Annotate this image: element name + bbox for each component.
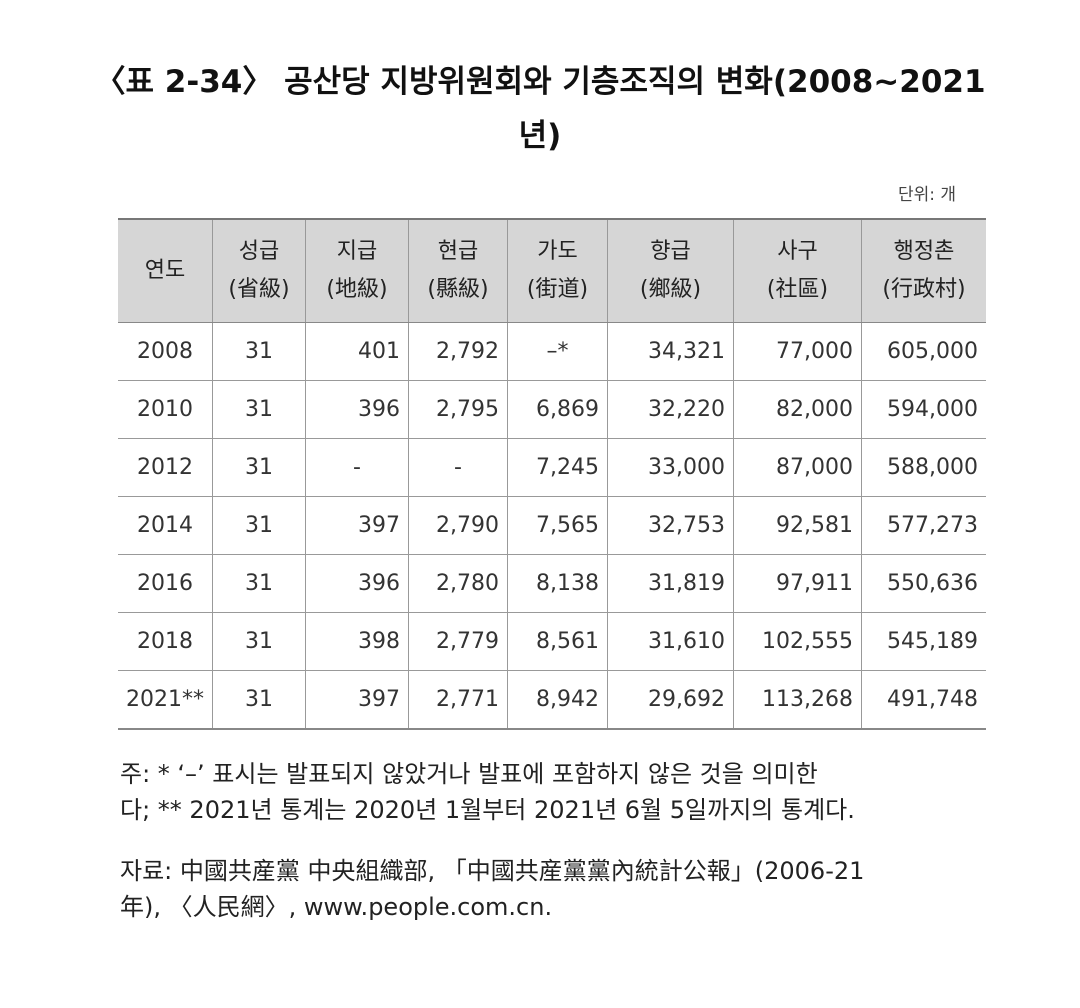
header-text: 향급 bbox=[650, 239, 691, 264]
header-cell: 연도 bbox=[118, 218, 213, 323]
header-text: (地級) bbox=[326, 277, 388, 302]
table-cell: 2012 bbox=[118, 438, 213, 497]
table-cell: 8,561 bbox=[507, 612, 608, 671]
table-cell: 32,753 bbox=[607, 496, 734, 555]
table-cell: –* bbox=[507, 322, 608, 381]
table-body: 2008 31 401 2,792 –* 34,321 77,000 605,000 2010 3… bbox=[118, 322, 986, 730]
table-cell: 2,779 bbox=[408, 612, 508, 671]
table-cell: 31 bbox=[212, 380, 306, 439]
table-cell: 2,790 bbox=[408, 496, 508, 555]
table-cell: 33,000 bbox=[607, 438, 734, 497]
table-cell: - bbox=[305, 438, 409, 497]
table-cell: 491,748 bbox=[861, 670, 986, 730]
table-cell: 113,268 bbox=[733, 670, 862, 730]
table-cell: - bbox=[408, 438, 508, 497]
header-cell: 향급 (鄉級) bbox=[607, 218, 734, 323]
source-line: 자료: 中國共産黨 中央組織部, 「中國共産黨黨內統計公報」(2006-21 bbox=[120, 857, 865, 885]
table-cell: 2008 bbox=[118, 322, 213, 381]
table-cell: 588,000 bbox=[861, 438, 986, 497]
table-cell: 7,565 bbox=[507, 496, 608, 555]
header-text: 사구 bbox=[777, 239, 818, 264]
note: 주: * ‘–’ 표시는 발표되지 않았거나 발표에 포함하지 않은 것을 의미… bbox=[120, 756, 960, 828]
source-line: 年), 〈人民網〉, www.people.com.cn. bbox=[120, 893, 553, 921]
header-text: 성급 bbox=[238, 239, 280, 264]
table-cell: 31 bbox=[212, 496, 306, 555]
source: 자료: 中國共産黨 中央組織部, 「中國共産黨黨內統計公報」(2006-21 年… bbox=[120, 853, 960, 925]
table-row: 2021** 31 397 2,771 8,942 29,692 113,268 491,74… bbox=[118, 670, 986, 730]
table-row: 2014 31 397 2,790 7,565 32,753 92,581 577,273 bbox=[118, 496, 986, 555]
header-text: 연도 bbox=[144, 258, 186, 283]
data-table: 연도 성급 (省級) 지급 (地級) 현급 (縣級) 가도 (街道) 향급 (鄉級) 사구 (社區) 행정… bbox=[118, 218, 986, 730]
table-cell: 8,942 bbox=[507, 670, 608, 730]
header-row: 연도 성급 (省級) 지급 (地級) 현급 (縣級) 가도 (街道) 향급 (鄉級) 사구 (社區) 행정… bbox=[118, 218, 986, 323]
header-text: (鄉級) bbox=[639, 277, 702, 302]
header-text: 현급 bbox=[437, 239, 479, 264]
table-row: 2010 31 396 2,795 6,869 32,220 82,000 594,000 bbox=[118, 380, 986, 439]
table-cell: 87,000 bbox=[733, 438, 862, 497]
table-cell: 6,869 bbox=[507, 380, 608, 439]
table-cell: 2010 bbox=[118, 380, 213, 439]
table-cell: 605,000 bbox=[861, 322, 986, 381]
table-cell: 92,581 bbox=[733, 496, 862, 555]
header-text: 가도 bbox=[537, 239, 578, 264]
header-cell: 현급 (縣級) bbox=[408, 218, 508, 323]
table-cell: 32,220 bbox=[607, 380, 734, 439]
table-cell: 31 bbox=[212, 554, 306, 613]
table-cell: 31,819 bbox=[607, 554, 734, 613]
table-cell: 29,692 bbox=[607, 670, 734, 730]
table-row: 2018 31 398 2,779 8,561 31,610 102,555 545,189 bbox=[118, 612, 986, 671]
header-text: (社區) bbox=[766, 277, 829, 302]
table-cell: 31 bbox=[212, 612, 306, 671]
header-cell: 성급 (省級) bbox=[212, 218, 306, 323]
header-cell: 지급 (地級) bbox=[305, 218, 409, 323]
table-cell: 102,555 bbox=[733, 612, 862, 671]
table-cell: 398 bbox=[305, 612, 409, 671]
table-cell: 97,911 bbox=[733, 554, 862, 613]
table-cell: 31 bbox=[212, 322, 306, 381]
title-line: 〈표 2-34〉 공산당 지방위원회와 기층조직의 변화(2008~2021 bbox=[94, 64, 986, 100]
header-cell: 사구 (社區) bbox=[733, 218, 862, 323]
table-cell: 401 bbox=[305, 322, 409, 381]
table-cell: 8,138 bbox=[507, 554, 608, 613]
header-text: (街道) bbox=[526, 277, 589, 302]
table-cell: 2,771 bbox=[408, 670, 508, 730]
table-cell: 34,321 bbox=[607, 322, 734, 381]
table-cell: 550,636 bbox=[861, 554, 986, 613]
table-cell: 82,000 bbox=[733, 380, 862, 439]
header-text: (行政村) bbox=[882, 277, 966, 302]
header-cell: 행정촌 (行政村) bbox=[861, 218, 986, 323]
table-row: 2012 31- -7,245 33,000 87,000 588,000 bbox=[118, 438, 986, 497]
table-cell: 2,792 bbox=[408, 322, 508, 381]
note-line: 다; ** 2021년 통계는 2020년 1월부터 2021년 6월 5일까지… bbox=[120, 796, 855, 824]
table-cell: 31,610 bbox=[607, 612, 734, 671]
table-cell: 2018 bbox=[118, 612, 213, 671]
title-line: 년) bbox=[518, 118, 562, 154]
table-cell: 396 bbox=[305, 380, 409, 439]
table-cell: 397 bbox=[305, 496, 409, 555]
table-cell: 31 bbox=[212, 670, 306, 730]
table-cell: 397 bbox=[305, 670, 409, 730]
note-line: 주: * ‘–’ 표시는 발표되지 않았거나 발표에 포함하지 않은 것을 의미… bbox=[120, 760, 818, 788]
table-cell: 31 bbox=[212, 438, 306, 497]
table-cell: 2021** bbox=[118, 670, 213, 730]
table-cell: 545,189 bbox=[861, 612, 986, 671]
table-cell: 2014 bbox=[118, 496, 213, 555]
header-text: 행정촌 bbox=[893, 239, 955, 264]
table-cell: 2,795 bbox=[408, 380, 508, 439]
header-text: (縣級) bbox=[427, 277, 489, 302]
table-cell: 7,245 bbox=[507, 438, 608, 497]
table-cell: 77,000 bbox=[733, 322, 862, 381]
table-cell: 396 bbox=[305, 554, 409, 613]
table-row: 2016 31 396 2,780 8,138 31,819 97,911 550,636 bbox=[118, 554, 986, 613]
table-cell: 594,000 bbox=[861, 380, 986, 439]
header-cell: 가도 (街道) bbox=[507, 218, 608, 323]
table-cell: 2,780 bbox=[408, 554, 508, 613]
table-cell: 2016 bbox=[118, 554, 213, 613]
table-cell: 577,273 bbox=[861, 496, 986, 555]
unit-label: 단위: 개 bbox=[897, 185, 956, 205]
header-text: (省級) bbox=[228, 277, 290, 302]
header-text: 지급 bbox=[336, 239, 378, 264]
table-row: 2008 31 401 2,792 –* 34,321 77,000 605,000 bbox=[118, 322, 986, 381]
